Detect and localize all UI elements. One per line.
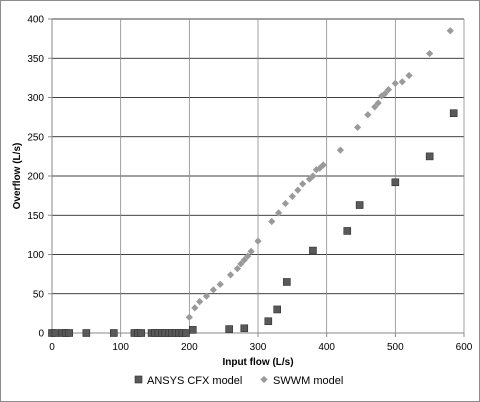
ansys-cfx-point xyxy=(309,246,317,255)
swwm-point xyxy=(268,217,276,226)
axes xyxy=(48,18,465,337)
tick-labels: 0 50 100 150 200 250 300 350 400 0 100 200 300 400 500… xyxy=(27,15,472,354)
x-tick-label: 600 xyxy=(456,342,473,353)
y-tick-label: 300 xyxy=(27,93,44,104)
data-points xyxy=(48,27,458,337)
y-axis-label: Overflow (L/s) xyxy=(12,143,23,210)
legend: ANSYS CFX model SWWM model xyxy=(134,375,343,387)
swwm-point xyxy=(244,252,252,260)
ansys-cfx-point xyxy=(273,305,282,314)
swwm-point xyxy=(374,99,382,107)
legend-marker-swwm xyxy=(260,375,268,384)
swwm-point xyxy=(254,237,262,245)
y-tick-label: 350 xyxy=(27,54,44,65)
y-tick-label: 250 xyxy=(27,132,44,143)
ansys-cfx-point xyxy=(182,329,190,337)
ansys-cfx-point xyxy=(264,317,273,326)
ansys-cfx-point xyxy=(355,201,364,209)
x-tick-label: 100 xyxy=(112,342,129,353)
ansys-cfx-point xyxy=(225,325,233,333)
legend-label-swwm: SWWM model xyxy=(273,375,343,387)
ansys-cfx-point xyxy=(391,178,400,187)
swwm-point xyxy=(237,260,245,268)
swwm-point xyxy=(405,71,413,80)
ansys-cfx-point xyxy=(449,109,458,117)
swwm-point xyxy=(309,172,317,180)
y-tick-label: 400 xyxy=(27,15,44,26)
ansys-cfx-point xyxy=(343,227,352,235)
swwm-point xyxy=(240,256,248,264)
swwm-point xyxy=(316,164,324,172)
swwm-point xyxy=(336,146,344,154)
swwm-point xyxy=(371,103,379,111)
swwm-point xyxy=(185,313,193,321)
ansys-cfx-point xyxy=(51,329,60,337)
swwm-point xyxy=(353,123,362,131)
ansys-cfx-point xyxy=(137,329,146,337)
swwm-point xyxy=(191,304,199,312)
swwm-point xyxy=(281,199,290,208)
swwm-point xyxy=(312,166,320,174)
swwm-point xyxy=(233,265,241,273)
swwm-point xyxy=(391,79,399,87)
swwm-point xyxy=(226,271,235,279)
swwm-point xyxy=(381,89,389,98)
swwm-point xyxy=(384,86,393,94)
x-axis-label: Input flow (L/s) xyxy=(222,357,293,368)
swwm-point xyxy=(209,286,217,294)
legend-label-ansys: ANSYS CFX model xyxy=(147,375,242,387)
y-tick-label: 50 xyxy=(33,289,45,300)
swwm-point xyxy=(398,78,406,86)
swwm-point xyxy=(247,247,255,255)
swwm-point xyxy=(378,92,386,100)
swwm-point xyxy=(275,209,283,217)
ansys-cfx-point xyxy=(65,329,73,337)
y-tick-label: 0 xyxy=(38,329,44,340)
swwm-point xyxy=(319,161,327,169)
swwm-point xyxy=(299,180,307,188)
x-tick-label: 400 xyxy=(318,342,335,353)
x-tick-label: 0 xyxy=(49,342,55,353)
ansys-cfx-point xyxy=(110,329,118,337)
ansys-cfx-point xyxy=(188,326,197,334)
swwm-point xyxy=(216,280,224,288)
ansys-cfx-point xyxy=(425,152,434,161)
x-tick-label: 500 xyxy=(387,342,404,353)
x-tick-label: 300 xyxy=(250,342,267,353)
ansys-cfx-point xyxy=(283,278,291,286)
y-tick-label: 150 xyxy=(27,211,44,222)
legend-marker-ansys xyxy=(134,375,143,384)
ansys-cfx-point xyxy=(82,329,91,337)
swwm-point xyxy=(196,298,204,306)
swwm-point xyxy=(294,186,302,194)
swwm-point xyxy=(446,27,454,35)
ansys-cfx-point xyxy=(240,324,249,333)
y-tick-label: 200 xyxy=(27,172,44,183)
swwm-point xyxy=(202,292,211,300)
gridlines xyxy=(52,18,465,333)
x-tick-label: 200 xyxy=(181,342,198,353)
y-tick-label: 100 xyxy=(27,250,44,261)
swwm-point xyxy=(288,192,296,201)
swwm-point xyxy=(426,49,434,58)
swwm-point xyxy=(364,111,372,119)
